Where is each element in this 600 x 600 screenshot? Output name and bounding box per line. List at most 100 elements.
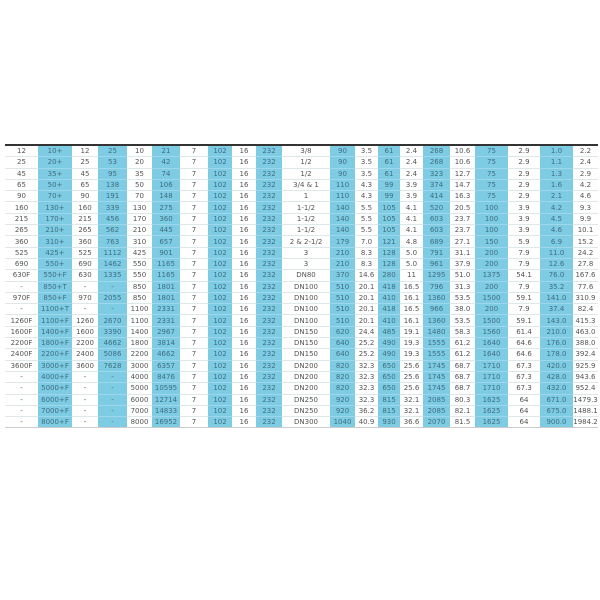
table-cell: 323: [423, 168, 450, 180]
table-cell: 1/2: [282, 168, 330, 180]
table-cell: 51.0: [450, 269, 475, 282]
table-cell: 275: [152, 201, 180, 214]
table-cell: 432.0: [540, 382, 573, 395]
table-cell: 392.4: [573, 348, 598, 361]
table-cell: 650: [378, 382, 400, 395]
table-cell: 176.0: [540, 337, 573, 350]
table-cell: 2200F: [5, 337, 38, 350]
table-cell: 7: [180, 337, 208, 350]
table-cell: 1-1/2: [282, 201, 330, 214]
table-cell: 232: [256, 405, 282, 418]
table-cell: 210: [330, 247, 355, 259]
table-cell: 690: [72, 258, 98, 271]
table-cell: 16: [232, 168, 256, 180]
table-cell: 50+: [38, 179, 72, 192]
table-cell: 5.9: [508, 235, 540, 248]
table-cell: 32.1: [400, 394, 423, 406]
table-cell: 210: [330, 258, 355, 271]
table-cell: 2 & 2-1/2: [282, 235, 330, 248]
table-cell: 102: [208, 292, 232, 305]
table-cell: 23.7: [450, 213, 475, 226]
table-cell: 850+F: [38, 292, 72, 305]
table-cell: 35+: [38, 168, 72, 180]
table-cell: 970F: [5, 292, 38, 305]
table-cell: 1.3: [540, 168, 573, 180]
table-cell: 16: [232, 235, 256, 248]
table-cell: 4.1: [400, 213, 423, 226]
table-cell: 510: [330, 281, 355, 293]
table-cell: 5086: [98, 348, 127, 361]
table-cell: 2200: [127, 348, 152, 361]
table-cell: 31.3: [450, 281, 475, 293]
table-cell: -: [5, 371, 38, 384]
table-cell: 7000: [127, 405, 152, 418]
table-cell: 5.5: [355, 201, 378, 214]
table-cell: 20.5: [450, 201, 475, 214]
table-cell: 102: [208, 405, 232, 418]
table-cell: 5.0: [400, 258, 423, 271]
table-cell: 128: [378, 247, 400, 259]
table-cell: 32.3: [355, 382, 378, 395]
table-cell: 525: [72, 247, 98, 259]
table-cell: 16: [232, 269, 256, 282]
table-cell: 7: [180, 235, 208, 248]
table-cell: 4662: [152, 348, 180, 361]
table-cell: 232: [256, 314, 282, 327]
table-cell: 25.6: [400, 382, 423, 395]
table-cell: 2.4: [400, 156, 423, 169]
table-cell: 102: [208, 168, 232, 180]
table-cell: 1710: [475, 360, 508, 372]
table-cell: 15.2: [573, 235, 598, 248]
table-cell: 75: [475, 168, 508, 180]
table-cell: 490: [378, 348, 400, 361]
table-cell: 16: [232, 281, 256, 293]
table-row: -4000+F - -4000 8476 7 102 16 232 DN200 820 32.3 65…: [5, 371, 598, 384]
table-cell: -: [98, 382, 127, 395]
table-cell: 102: [208, 269, 232, 282]
table-cell: 148: [152, 190, 180, 203]
table-cell: 16: [232, 405, 256, 418]
table-row: 690 550+ 690 1462 550 1165 7 102 16 232 3 210 8.3 128…: [5, 258, 598, 271]
table-cell: 6.9: [540, 235, 573, 248]
table-cell: 11: [400, 269, 423, 282]
table-cell: 12.6: [540, 258, 573, 271]
table-cell: 40.9: [355, 416, 378, 429]
table-cell: 16.1: [400, 314, 423, 327]
table-cell: DN200: [282, 382, 330, 395]
table-cell: 99: [378, 190, 400, 203]
table-row: 12 10+ 12 25 10 21 7 102 16 232 3/8 90 3.5 61 2.4 268 10…: [5, 145, 598, 158]
table-cell: 310: [127, 235, 152, 248]
table-cell: 3.9: [400, 179, 423, 192]
table-cell: 67.3: [508, 382, 540, 395]
table-cell: 105: [378, 213, 400, 226]
table-cell: 2400: [72, 348, 98, 361]
table-cell: 232: [256, 371, 282, 384]
table-cell: 1625: [475, 394, 508, 406]
table-cell: 82.1: [450, 405, 475, 418]
table-cell: 59.1: [508, 292, 540, 305]
table-cell: 16.5: [400, 303, 423, 316]
table-cell: 232: [256, 179, 282, 192]
table-cell: 232: [256, 360, 282, 372]
table-cell: 90: [330, 145, 355, 158]
table-cell: 815: [378, 394, 400, 406]
table-cell: 7.9: [508, 303, 540, 316]
table-cell: 3.5: [355, 145, 378, 158]
table-cell: 850: [127, 292, 152, 305]
table-cell: 456: [98, 213, 127, 226]
table-cell: 1400+F: [38, 326, 72, 339]
table-cell: 920: [330, 405, 355, 418]
table-cell: 510: [330, 292, 355, 305]
table-cell: 100: [475, 224, 508, 237]
table-row: -6000+F - -6000 12714 7 102 16 232 DN250 920 32.3 8…: [5, 394, 598, 406]
table-cell: 50: [127, 179, 152, 192]
table-cell: 7: [180, 247, 208, 259]
table-cell: 16: [232, 303, 256, 316]
table-cell: 603: [423, 213, 450, 226]
table-cell: 3.9: [508, 213, 540, 226]
table-row: 2200F 1800+F 2200 4662 1800 3814 7 102 16 232 DN15…: [5, 337, 598, 350]
table-cell: 27.8: [573, 258, 598, 271]
table-cell: 1479.3: [573, 394, 598, 406]
table-cell: 105: [378, 224, 400, 237]
table-cell: 1260: [72, 314, 98, 327]
